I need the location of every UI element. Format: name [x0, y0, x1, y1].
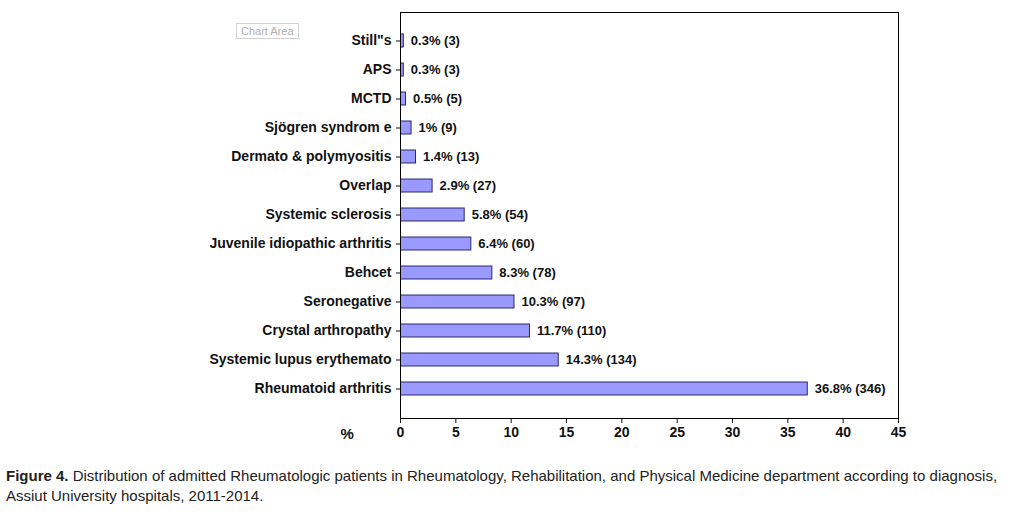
svg-text:8.3% (78): 8.3% (78): [499, 265, 555, 280]
svg-text:0.3% (3): 0.3% (3): [411, 62, 460, 77]
svg-text:APS: APS: [363, 61, 392, 77]
svg-text:Overlap: Overlap: [339, 177, 391, 193]
html-text:Figure 4. Distribution of admi: Figure 4. Distribution of admitted Rheum…: [6, 467, 998, 504]
svg-text:Dermato & polymyositis: Dermato & polymyositis: [231, 148, 391, 164]
svg-text:40: 40: [835, 424, 851, 440]
svg-text:10: 10: [503, 424, 519, 440]
html-text:Chart Area: Chart Area: [241, 25, 294, 37]
svg-text:%: %: [341, 425, 354, 442]
svg-text:5.8% (54): 5.8% (54): [472, 207, 528, 222]
svg-text:5: 5: [452, 424, 460, 440]
svg-text:14.3% (134): 14.3% (134): [566, 352, 637, 367]
svg-text:30: 30: [725, 424, 741, 440]
svg-text:0.5% (5): 0.5% (5): [413, 91, 462, 106]
svg-text:MCTD: MCTD: [351, 90, 391, 106]
svg-text:Seronegative: Seronegative: [304, 293, 392, 309]
svg-text:Systemic sclerosis: Systemic sclerosis: [265, 206, 391, 222]
svg-text:0: 0: [397, 424, 405, 440]
svg-text:Juvenile idiopathic arthritis: Juvenile idiopathic arthritis: [209, 235, 391, 251]
svg-text:15: 15: [559, 424, 575, 440]
svg-text:25: 25: [669, 424, 685, 440]
svg-text:20: 20: [614, 424, 630, 440]
svg-text:2.9% (27): 2.9% (27): [440, 178, 496, 193]
svg-text:1.4% (13): 1.4% (13): [423, 149, 479, 164]
svg-text:10.3% (97): 10.3% (97): [521, 294, 585, 309]
svg-text:6.4% (60): 6.4% (60): [478, 236, 534, 251]
svg-text:1% (9): 1% (9): [419, 120, 457, 135]
svg-text:Sjögren syndrom e: Sjögren syndrom e: [265, 119, 392, 135]
svg-text:Rheumatoid arthritis: Rheumatoid arthritis: [255, 380, 392, 396]
svg-text:45: 45: [891, 424, 907, 440]
svg-text:Still"s: Still"s: [351, 32, 391, 48]
svg-text:Crystal arthropathy: Crystal arthropathy: [262, 322, 391, 338]
svg-text:11.7% (110): 11.7% (110): [537, 323, 606, 338]
svg-text:36.8% (346): 36.8% (346): [815, 381, 886, 396]
svg-text:0.3% (3): 0.3% (3): [411, 33, 460, 48]
svg-text:35: 35: [780, 424, 796, 440]
svg-text:Systemic lupus erythemato: Systemic lupus erythemato: [209, 351, 391, 367]
svg-text:Behcet: Behcet: [345, 264, 392, 280]
